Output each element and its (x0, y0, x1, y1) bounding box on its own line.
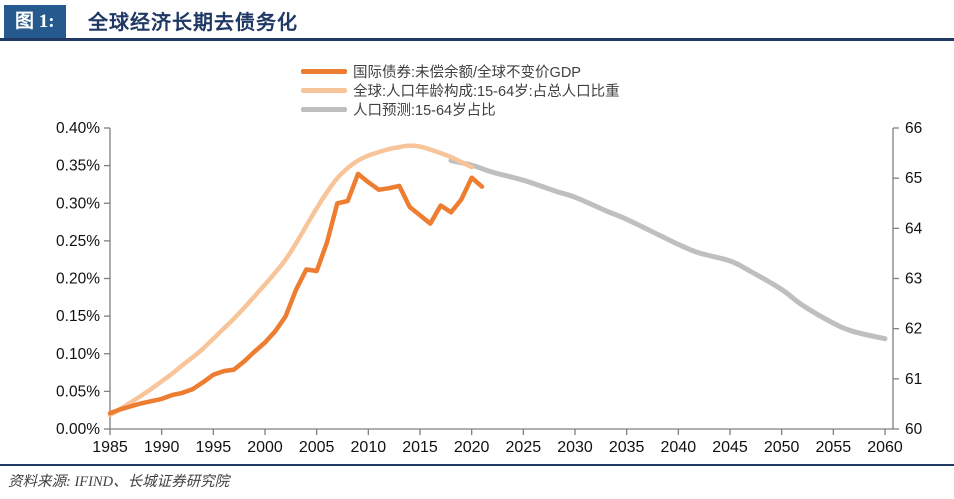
svg-text:2025: 2025 (506, 439, 542, 456)
svg-text:0.00%: 0.00% (56, 421, 100, 438)
svg-text:2010: 2010 (351, 439, 387, 456)
svg-text:0.20%: 0.20% (56, 271, 100, 288)
svg-text:2060: 2060 (867, 439, 903, 456)
figure-title: 全球经济长期去债务化 (88, 12, 298, 34)
legend-swatch-peach (301, 88, 347, 93)
svg-text:2035: 2035 (609, 439, 645, 456)
svg-text:2015: 2015 (402, 439, 438, 456)
svg-text:2055: 2055 (816, 439, 852, 456)
svg-text:0.35%: 0.35% (56, 158, 100, 175)
source-note: 资料来源: IFIND、长城证券研究院 (8, 474, 230, 490)
svg-text:1995: 1995 (196, 439, 232, 456)
legend-label: 全球:人口年龄构成:15-64岁:占总人口比重 (353, 84, 620, 100)
svg-text:2000: 2000 (247, 439, 283, 456)
legend-label: 国际债券:未偿余额/全球不变价GDP (353, 65, 581, 81)
legend-item-bond-gdp: 国际债券:未偿余额/全球不变价GDP (301, 62, 620, 81)
legend-swatch-gray (301, 107, 347, 112)
svg-text:0.10%: 0.10% (56, 346, 100, 363)
svg-text:1990: 1990 (144, 439, 180, 456)
svg-text:60: 60 (905, 421, 923, 438)
figure-number-badge: 图 1: (4, 5, 66, 38)
svg-text:64: 64 (905, 220, 923, 237)
svg-text:1985: 1985 (92, 439, 128, 456)
svg-text:0.25%: 0.25% (56, 233, 100, 250)
svg-text:2005: 2005 (299, 439, 335, 456)
svg-text:0.40%: 0.40% (56, 120, 100, 137)
svg-text:0.05%: 0.05% (56, 383, 100, 400)
header-divider (0, 38, 954, 41)
legend-item-population-share: 全球:人口年龄构成:15-64岁:占总人口比重 (301, 81, 620, 100)
svg-text:63: 63 (905, 271, 922, 288)
footer-divider (0, 464, 954, 466)
svg-text:61: 61 (905, 371, 922, 388)
svg-text:0.15%: 0.15% (56, 308, 100, 325)
chart-legend: 国际债券:未偿余额/全球不变价GDP 全球:人口年龄构成:15-64岁:占总人口… (301, 62, 620, 119)
svg-text:65: 65 (905, 170, 922, 187)
svg-text:0.30%: 0.30% (56, 195, 100, 212)
svg-text:2050: 2050 (764, 439, 800, 456)
chart-canvas: 0.00% 0.05% 0.10% 0.15% 0.20% 0.25% 0.30% 0.35%… (56, 120, 923, 456)
svg-text:2030: 2030 (557, 439, 593, 456)
svg-text:62: 62 (905, 321, 922, 338)
svg-text:2040: 2040 (661, 439, 697, 456)
legend-item-population-forecast: 人口预测:15-64岁占比 (301, 100, 620, 119)
svg-text:2045: 2045 (712, 439, 748, 456)
svg-text:66: 66 (905, 120, 922, 137)
svg-text:2020: 2020 (454, 439, 490, 456)
legend-swatch-orange (301, 69, 347, 74)
legend-label: 人口预测:15-64岁占比 (353, 103, 496, 119)
